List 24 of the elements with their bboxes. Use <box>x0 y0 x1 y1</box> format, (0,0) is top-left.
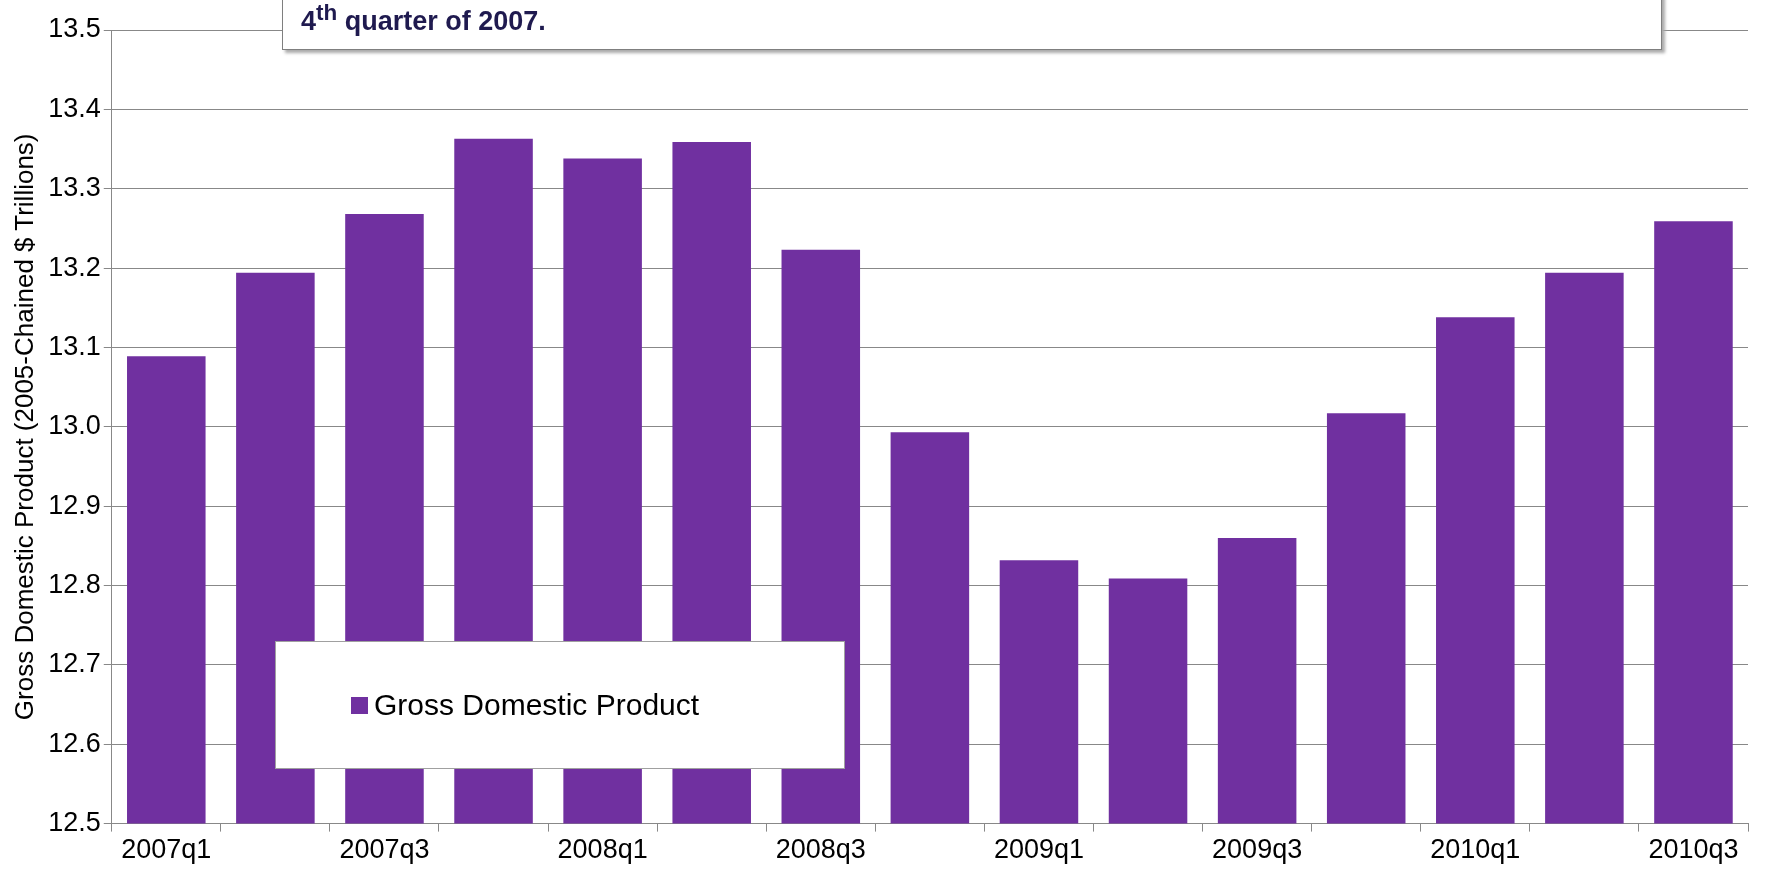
legend-label: Gross Domestic Product <box>374 688 700 722</box>
y-tick-label: 13.5 <box>48 13 101 44</box>
annotation: 4$^{th}$ quarter of 2007. <box>301 0 546 37</box>
y-tick-label: 13.0 <box>48 410 101 441</box>
y-tick-label: 12.9 <box>48 489 101 520</box>
text-box: 4$^{th}$ quarter of 2007. <box>282 0 1662 50</box>
y-tick-label: 13.2 <box>48 251 101 282</box>
y-tick-label: 13.3 <box>48 172 101 203</box>
x-tick-label: 2007q1 <box>121 834 212 865</box>
y-tick-label: 12.6 <box>48 727 101 758</box>
legend-box: Gross Domestic Product <box>275 641 845 769</box>
x-tick-label: 2009q3 <box>1212 834 1303 865</box>
x-tick-label: 2008q1 <box>557 834 648 865</box>
x-tick-label: 2009q1 <box>993 834 1085 865</box>
x-tick-label: 2008q3 <box>775 834 866 865</box>
x-tick-label: 2010q3 <box>1648 834 1739 865</box>
x-tick-label: 2010q1 <box>1430 834 1521 865</box>
y-tick-label: 12.8 <box>48 568 101 599</box>
y-tick-label: 12.5 <box>48 807 101 838</box>
y-tick-label: 13.1 <box>48 330 101 361</box>
y-tick-label: 13.4 <box>48 92 101 123</box>
y-tick-label: 12.7 <box>48 648 101 679</box>
x-tick-label: 2007q3 <box>339 834 430 865</box>
y-axis-title: Gross Domestic Product (2005-Chained $ Trillions) <box>8 133 39 721</box>
